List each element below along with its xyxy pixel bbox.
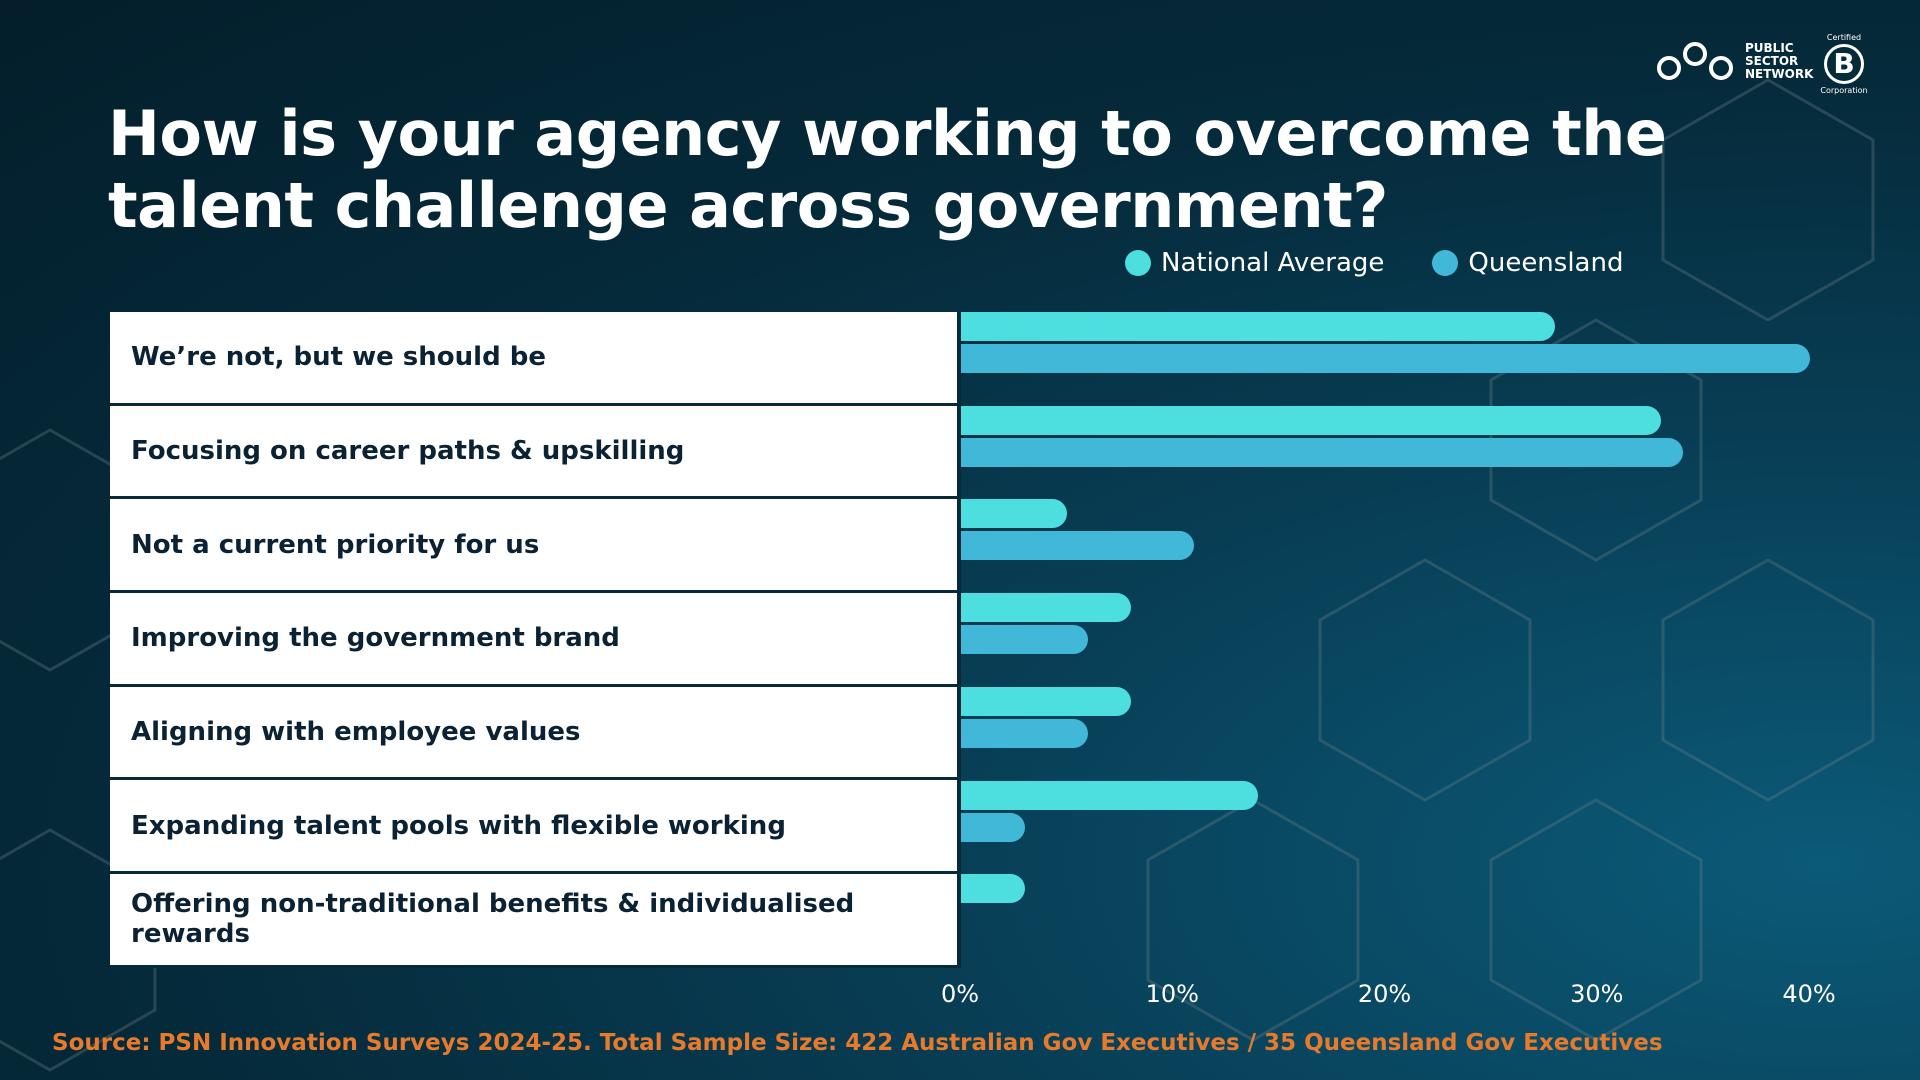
category-label: Focusing on career paths & upskilling: [110, 405, 958, 500]
x-tick-label: 10%: [1145, 980, 1199, 1008]
category-label: Offering non-traditional benefits & indi…: [110, 874, 958, 968]
x-tick-label: 30%: [1570, 980, 1624, 1008]
logo-text: PUBLIC: [1745, 40, 1794, 55]
category-label: Improving the government brand: [110, 593, 958, 687]
category-label: Expanding talent pools with flexible wor…: [110, 780, 958, 875]
psn-logo-icon: [1657, 42, 1733, 80]
bar-national: [961, 499, 1068, 529]
category-table: We’re not, but we should be Focusing on c…: [110, 312, 958, 968]
bcorp-bottom: Corporation: [1820, 86, 1868, 95]
bcorp-badge: Certified B Corporation: [1820, 33, 1868, 95]
category-label: We’re not, but we should be: [110, 312, 958, 406]
legend-dot-queensland: [1432, 250, 1459, 276]
bar-queensland: [961, 531, 1195, 561]
bar-national: [961, 686, 1131, 716]
category-label: Not a current priority for us: [110, 499, 958, 594]
bar-national: [961, 312, 1556, 341]
x-tick-label: 40%: [1782, 980, 1836, 1008]
x-tick-label: 20%: [1357, 980, 1412, 1008]
logo-text: SECTOR: [1745, 53, 1799, 68]
category-label: Aligning with employee values: [110, 686, 958, 781]
page-title: How is your agency working to overcome t…: [108, 97, 1667, 242]
bar-queensland: [961, 812, 1025, 842]
bar-national: [961, 780, 1259, 810]
legend-queensland: Queensland: [1432, 248, 1623, 278]
legend-national: National Average: [1125, 248, 1384, 278]
axis-line: [957, 312, 961, 968]
bar-national: [961, 593, 1131, 623]
bar-queensland: [961, 344, 1810, 373]
psn-logo: PUBLIC SECTOR NETWORK: [1655, 40, 1813, 82]
bar-queensland: [961, 625, 1089, 655]
bar-queensland: [961, 718, 1089, 748]
logo-text: NETWORK: [1745, 66, 1814, 81]
bar-national: [961, 874, 1025, 904]
bcorp-top: Certified: [1826, 33, 1862, 42]
x-tick-label: 0%: [940, 980, 980, 1008]
legend-label: National Average: [1161, 248, 1385, 278]
legend: National Average Queensland: [1125, 248, 1623, 278]
legend-label: Queensland: [1468, 248, 1624, 278]
legend-dot-national: [1125, 250, 1151, 276]
source-note: Source: PSN Innovation Surveys 2024-25. …: [52, 1030, 1663, 1056]
bcorp-letter: B: [1824, 44, 1864, 84]
bar-national: [961, 405, 1662, 435]
bar-queensland: [961, 437, 1683, 467]
